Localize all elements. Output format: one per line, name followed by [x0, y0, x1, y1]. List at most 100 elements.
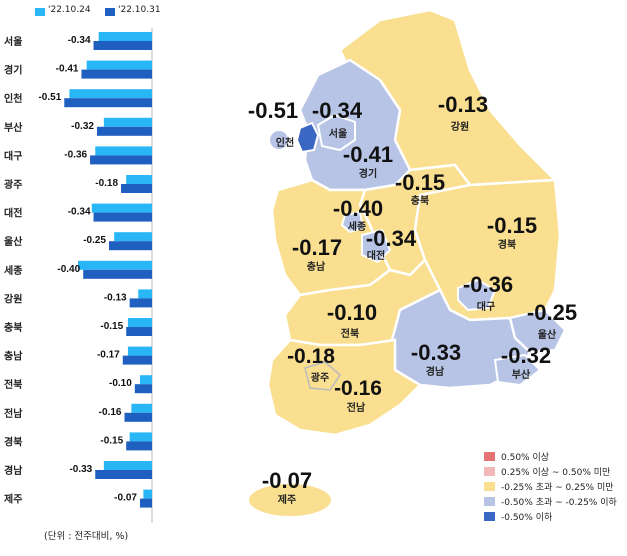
region-value: -0.15: [487, 213, 537, 238]
region-name: 대전: [367, 249, 385, 262]
category-label: 인천: [4, 92, 22, 105]
region-name: 대구: [477, 300, 495, 313]
bar-series1: [98, 32, 152, 41]
region-value: -0.40: [333, 196, 383, 221]
map-legend-swatch: [484, 467, 495, 476]
data-label: -0.13: [104, 292, 127, 303]
bar-series2: [95, 470, 152, 479]
region-name: 인천: [276, 136, 294, 149]
bar-series2: [139, 498, 152, 508]
bar-series2: [129, 298, 152, 308]
legend-swatch-series2: [105, 8, 115, 16]
region-shape-sejong: [340, 210, 365, 234]
bar-series2: [90, 155, 152, 165]
bar-series2: [109, 241, 152, 251]
region-shape-jeonnam: [266, 338, 423, 437]
region-value: -0.33: [411, 340, 461, 365]
bar-series1: [127, 346, 152, 356]
map-legend-label: -0.25% 초과 ~ 0.25% 미만: [501, 483, 614, 493]
region-name: 울산: [538, 328, 557, 341]
region-shape-incheon-island: [268, 129, 290, 151]
data-label: -0.10: [109, 378, 132, 389]
bar-series1: [86, 60, 152, 70]
bar-series1: [91, 203, 152, 213]
data-label: -0.33: [69, 464, 92, 475]
category-label: 제주: [4, 493, 22, 506]
region-shape-seoul: [316, 113, 356, 152]
region-value: -0.41: [343, 142, 393, 167]
category-label: 강원: [4, 292, 22, 305]
category-label: 충북: [4, 321, 22, 334]
region-value: -0.15: [395, 170, 445, 195]
region-value: -0.32: [501, 343, 551, 368]
region-value: -0.34: [366, 226, 417, 251]
region-name: 강원: [451, 120, 469, 133]
category-label: 광주: [4, 179, 22, 191]
category-label: 경북: [4, 435, 22, 448]
data-label: -0.25: [83, 235, 106, 246]
bar-series1: [103, 117, 152, 127]
map-legend-label: -0.50% 초과 ~ -0.25% 이하: [501, 498, 617, 508]
bar-series1: [78, 260, 152, 270]
data-label: -0.17: [97, 350, 120, 361]
bar-series2: [93, 212, 152, 222]
map-legend-swatch: [484, 482, 495, 491]
region-shape-busan: [493, 353, 542, 387]
map-legend-label: -0.50% 이하: [501, 513, 553, 523]
region-value: -0.36: [463, 272, 513, 297]
region-name: 부산: [512, 368, 531, 381]
legend-swatch-series1: [35, 8, 45, 16]
bar-series1: [127, 318, 152, 327]
data-label: -0.15: [100, 435, 123, 446]
region-name: 세종: [348, 220, 366, 233]
bar-series1: [129, 432, 152, 442]
region-value: -0.34: [312, 98, 363, 123]
map-legend-swatch: [484, 497, 495, 506]
category-label: 대구: [4, 149, 22, 162]
data-label: -0.18: [95, 178, 118, 189]
bar-series2: [121, 184, 152, 193]
map-legend-label: 0.25% 이상 ~ 0.50% 미만: [501, 468, 611, 478]
region-shape-gwangju: [304, 361, 341, 391]
data-label: -0.16: [99, 407, 122, 418]
map-legend-swatch: [484, 452, 495, 461]
bar-series2: [134, 384, 152, 394]
bar-series1: [143, 489, 152, 499]
data-label: -0.07: [114, 493, 137, 504]
bar-series2: [64, 98, 152, 108]
bar-series2: [83, 269, 152, 279]
bar-series1: [126, 175, 152, 184]
map-legend-swatch: [484, 512, 495, 521]
data-label: -0.36: [64, 149, 87, 160]
region-shape-jeju: [247, 482, 333, 518]
data-label: -0.34: [68, 35, 91, 46]
region-value: -0.07: [262, 468, 312, 493]
region-value: -0.10: [327, 300, 377, 325]
map-labels: -0.51인천-0.34서울-0.41경기-0.13강원-0.15충북-0.40…: [248, 92, 577, 506]
region-value: -0.13: [438, 92, 488, 117]
bar-series1: [131, 403, 152, 413]
bar-series1: [139, 375, 152, 385]
legend-label-series2: '22.10.31: [118, 5, 161, 15]
category-label: 대전: [4, 207, 22, 220]
region-value: -0.25: [527, 300, 577, 325]
bar-series2: [126, 441, 152, 451]
region-shape-incheon: [295, 121, 320, 154]
region-name: 제주: [278, 493, 296, 506]
bar-series1: [103, 461, 152, 470]
bar-series2: [126, 327, 152, 336]
region-name: 전북: [341, 327, 359, 340]
region-value: -0.51: [248, 98, 298, 123]
legend-label-series1: '22.10.24: [48, 5, 91, 15]
data-label: -0.51: [38, 92, 61, 103]
region-name: 광주: [311, 372, 329, 384]
bar-series1: [95, 146, 152, 156]
region-name: 경북: [498, 238, 516, 251]
region-value: -0.17: [292, 235, 342, 260]
data-label: -0.41: [56, 64, 79, 75]
category-label: 전남: [4, 407, 23, 420]
bar-series1: [69, 89, 152, 99]
bar-series2: [124, 412, 152, 422]
category-label: 세종: [4, 264, 22, 277]
region-shape-daegu: [457, 278, 497, 312]
